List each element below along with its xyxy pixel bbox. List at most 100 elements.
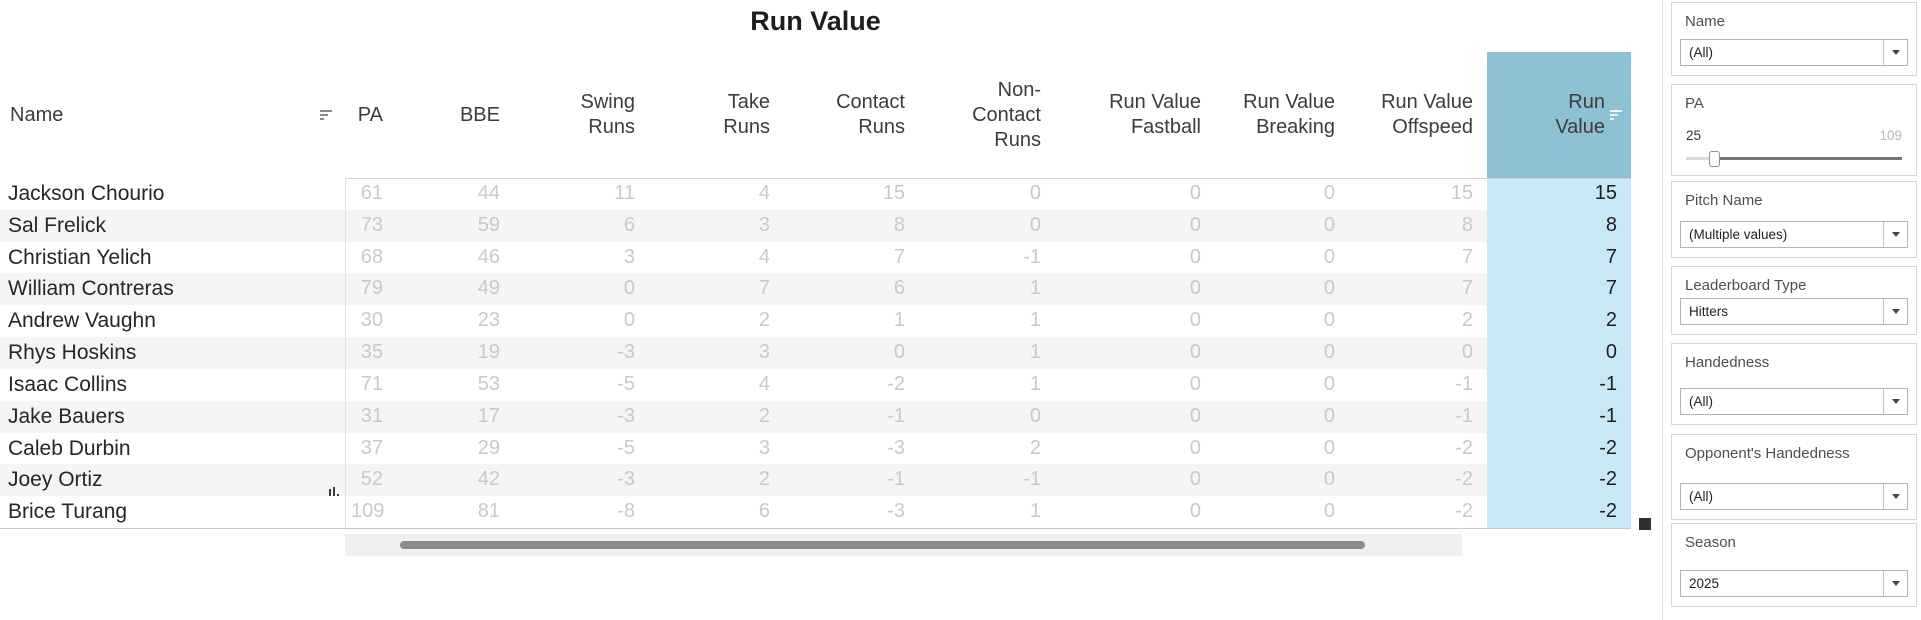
cell-rv_breaking[interactable]: 0 [1215,400,1349,433]
cell-contact_runs[interactable]: 0 [784,337,919,369]
chevron-down-icon[interactable] [1883,299,1907,324]
cell-bbe[interactable]: 46 [477,245,500,268]
cell-rv_offspeed[interactable]: -2 [1455,436,1473,459]
cell-contact_runs[interactable]: -2 [887,372,905,395]
cell-non_contact_runs[interactable]: -1 [1023,245,1041,268]
cell-name[interactable]: Sal Frelick [0,209,345,242]
chevron-down-icon[interactable] [1883,484,1907,509]
mini-chart-icon[interactable] [329,474,340,497]
cell-swing_runs[interactable]: 11 [614,182,635,204]
cell-rv_offspeed[interactable]: -1 [1455,372,1473,395]
cell-run_value[interactable]: -2 [1487,432,1631,465]
cell-bbe[interactable]: 42 [389,464,514,497]
cell-non_contact_runs[interactable]: 1 [1029,372,1041,395]
column-header-rv_breaking[interactable]: Run Value Breaking [1215,52,1349,178]
cell-run_value[interactable]: 15 [1487,178,1631,210]
cell-bbe[interactable]: 59 [389,209,514,242]
cell-run_value[interactable]: 7 [1487,241,1631,274]
cell-rv_fastball[interactable]: 0 [1055,337,1215,369]
cell-swing_runs[interactable]: -3 [514,337,649,369]
cell-rv_offspeed[interactable]: -2 [1455,500,1473,523]
filter-name-dropdown[interactable]: (All) [1680,39,1908,66]
cell-take_runs[interactable]: 6 [758,500,770,523]
cell-rv_fastball[interactable]: 0 [1055,464,1215,497]
cell-bbe[interactable]: 44 [477,182,500,204]
cell-rv_offspeed[interactable]: -1 [1349,400,1487,433]
cell-contact_runs[interactable]: 1 [893,309,905,332]
cell-non_contact_runs[interactable]: -1 [919,464,1055,497]
cell-pa[interactable]: 30 [360,309,383,332]
column-header-pa[interactable]: PA [345,52,389,178]
pa-slider[interactable] [1686,151,1902,167]
cell-rv_fastball[interactable]: 0 [1189,372,1201,395]
cell-run_value[interactable]: -2 [1487,464,1631,497]
cell-run_value[interactable]: -1 [1487,400,1631,433]
cell-swing_runs[interactable]: -5 [617,372,635,395]
cell-bbe[interactable]: 19 [389,337,514,369]
column-header-bbe[interactable]: BBE [389,52,514,178]
cell-name[interactable]: Brice Turang [0,496,345,528]
cell-non_contact_runs[interactable]: 1 [919,337,1055,369]
cell-take_runs[interactable]: 3 [758,436,770,459]
cell-rv_breaking[interactable]: 0 [1215,209,1349,242]
cell-rv_breaking[interactable]: 0 [1323,372,1335,395]
cell-rv_fastball[interactable]: 0 [1055,209,1215,242]
filter-handedness-dropdown[interactable]: (All) [1680,388,1908,415]
cell-take_runs[interactable]: 2 [649,400,784,433]
slider-track-right[interactable] [1714,157,1902,160]
cell-rv_offspeed[interactable]: 15 [1450,182,1473,204]
cell-rv_fastball[interactable]: 0 [1189,245,1201,268]
cell-contact_runs[interactable]: -3 [887,500,905,523]
cell-non_contact_runs[interactable]: 1 [1029,500,1041,523]
cell-name[interactable]: Caleb Durbin [0,433,345,465]
filter-opponents_handedness-dropdown[interactable]: (All) [1680,483,1908,510]
cell-rv_fastball[interactable]: 0 [1055,273,1215,306]
cell-bbe[interactable]: 53 [477,372,500,395]
column-header-non_contact_runs[interactable]: Non-Contact Runs [919,52,1055,178]
cell-pa[interactable]: 37 [360,436,383,459]
cell-swing_runs[interactable]: 6 [514,209,649,242]
cell-contact_runs[interactable]: -1 [784,400,919,433]
column-header-rv_offspeed[interactable]: Run Value Offspeed [1349,52,1487,178]
cell-name[interactable]: Isaac Collins [0,369,345,401]
cell-pa[interactable]: 71 [360,372,383,395]
column-header-contact_runs[interactable]: Contact Runs [784,52,919,178]
cell-run_value[interactable]: 2 [1487,305,1631,338]
cell-run_value[interactable]: 7 [1487,273,1631,306]
cell-bbe[interactable]: 23 [477,309,500,332]
cell-rv_breaking[interactable]: 0 [1215,464,1349,497]
cell-rv_offspeed[interactable]: 8 [1349,209,1487,242]
column-header-take_runs[interactable]: Take Runs [649,52,784,178]
cell-name[interactable]: Jake Bauers [0,400,345,433]
cell-pa[interactable]: 31 [345,400,389,433]
cell-pa[interactable]: 79 [345,273,389,306]
cell-take_runs[interactable]: 3 [649,337,784,369]
filter-leaderboard_type-dropdown[interactable]: Hitters [1680,298,1908,325]
cell-take_runs[interactable]: 4 [758,182,770,204]
cell-run_value[interactable]: -1 [1487,368,1631,401]
cell-rv_offspeed[interactable]: 7 [1349,273,1487,306]
cell-rv_breaking[interactable]: 0 [1323,500,1335,523]
cell-pa[interactable]: 73 [345,209,389,242]
cell-swing_runs[interactable]: 0 [514,273,649,306]
scroll-corner-handle[interactable] [1639,518,1651,530]
cell-contact_runs[interactable]: 15 [882,182,905,204]
cell-non_contact_runs[interactable]: 0 [919,400,1055,433]
horizontal-scrollbar-thumb[interactable] [400,541,1365,549]
cell-swing_runs[interactable]: -3 [514,464,649,497]
cell-swing_runs[interactable]: 0 [623,309,635,332]
cell-non_contact_runs[interactable]: 1 [1029,309,1041,332]
column-header-name[interactable]: Name [0,52,345,178]
cell-contact_runs[interactable]: -1 [784,464,919,497]
chevron-down-icon[interactable] [1883,40,1907,65]
cell-swing_runs[interactable]: 3 [623,245,635,268]
cell-pa[interactable]: 35 [345,337,389,369]
cell-contact_runs[interactable]: 8 [784,209,919,242]
cell-take_runs[interactable]: 4 [758,245,770,268]
cell-contact_runs[interactable]: -3 [887,436,905,459]
cell-non_contact_runs[interactable]: 0 [919,209,1055,242]
cell-non_contact_runs[interactable]: 2 [1029,436,1041,459]
filter-pitch_name-dropdown[interactable]: (Multiple values) [1680,221,1908,248]
cell-non_contact_runs[interactable]: 1 [919,273,1055,306]
cell-name[interactable]: Rhys Hoskins [0,337,345,369]
